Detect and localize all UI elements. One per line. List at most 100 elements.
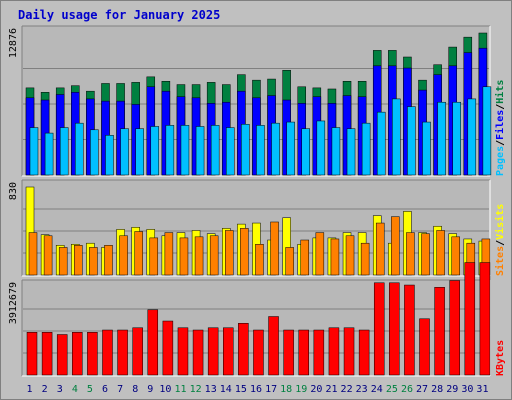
panel-legend: Pages/Files/Hits [494,80,506,176]
bar-pages-day-2 [44,132,54,176]
bar-kbytes-day-13 [207,327,219,376]
day-label-30: 30 [461,384,473,395]
bar-sites-day-19 [300,239,309,276]
day-label-5: 5 [87,384,93,395]
legend-files: Files [494,110,506,140]
bar-pages-day-25 [392,98,401,176]
bar-kbytes-day-29 [449,280,460,376]
bar-pages-day-29 [452,101,461,176]
bar-sites-day-25 [391,216,400,276]
bar-kbytes-day-6 [102,329,113,376]
day-label-7: 7 [117,384,123,395]
bar-sites-day-2 [43,235,53,276]
bar-pages-day-4 [75,122,84,176]
day-label-3: 3 [57,384,63,395]
bar-pages-day-14 [226,127,235,176]
legend-kbytes: KBytes [495,340,506,376]
day-label-17: 17 [265,384,277,395]
panel-kbytes: 3912679 KBytes [8,262,506,377]
bar-kbytes-day-12 [192,329,204,376]
bar-sites-day-28 [436,230,445,276]
bar-pages-day-30 [467,98,477,176]
scale-label: 12876 [8,28,19,58]
bar-sites-day-1 [28,232,38,276]
day-label-15: 15 [235,384,247,395]
bar-sites-day-10 [164,232,174,276]
bar-sites-day-17 [270,221,279,276]
day-label-10: 10 [159,384,171,395]
legend-pages: Pages [495,146,506,176]
bar-pages-day-28 [437,101,446,176]
bar-kbytes-day-14 [223,327,234,376]
day-label-24: 24 [371,384,383,395]
bar-sites-day-14 [225,230,234,276]
day-label-18: 18 [280,384,292,395]
panel-legend: KBytes [495,340,506,376]
day-label-31: 31 [476,384,488,395]
bar-kbytes-day-27 [419,318,430,376]
day-label-29: 29 [446,384,458,395]
bar-pages-day-17 [271,122,280,176]
day-label-28: 28 [431,384,443,395]
bar-kbytes-day-28 [434,287,445,376]
day-label-27: 27 [416,384,428,395]
bar-kbytes-day-23 [358,329,370,376]
bar-pages-day-12 [195,126,205,176]
bar-pages-day-21 [331,127,341,176]
legend-visits: Visits [494,204,506,240]
day-label-1: 1 [27,384,33,395]
panel-visits-sites: 830 Sites/Visits [8,179,506,277]
bar-sites-day-24 [375,222,385,276]
bar-kbytes-day-19 [298,329,309,376]
day-label-14: 14 [220,384,232,395]
bar-pages-day-24 [376,111,386,176]
bar-sites-day-23 [360,242,370,276]
scale-label: 830 [8,182,19,200]
bar-sites-day-18 [285,247,294,276]
bar-sites-day-7 [119,235,128,276]
bar-kbytes-day-2 [41,332,53,376]
bar-sites-day-29 [451,236,460,276]
legend-hits: Hits [494,80,506,104]
day-label-11: 11 [174,384,186,395]
bar-sites-day-26 [406,232,415,276]
bar-pages-day-6 [105,135,114,176]
bar-sites-day-3 [58,247,68,276]
bar-kbytes-day-26 [404,284,415,376]
legend-separator: / [495,140,506,146]
bar-pages-day-23 [361,122,371,176]
bar-pages-day-7 [120,128,129,176]
bar-sites-day-5 [89,247,98,276]
bar-kbytes-day-7 [117,329,128,376]
bar-pages-day-31 [482,86,492,176]
bar-pages-day-3 [59,127,69,176]
chart-title: Daily usage for January 2025 [18,8,220,22]
legend-sites: Sites [494,246,506,276]
bar-pages-day-16 [256,125,265,176]
bar-pages-day-5 [90,129,99,176]
bar-pages-day-18 [286,121,295,176]
bar-kbytes-day-22 [343,327,355,376]
bar-kbytes-day-5 [87,332,98,376]
day-label-9: 9 [147,384,153,395]
day-label-25: 25 [386,384,398,395]
bar-sites-day-21 [330,238,340,276]
bar-kbytes-day-31 [479,262,491,376]
bar-kbytes-day-24 [373,282,385,376]
day-label-6: 6 [102,384,108,395]
legend-separator: / [495,104,506,110]
bar-sites-day-20 [315,232,325,276]
day-label-21: 21 [325,384,337,395]
bar-sites-day-22 [345,235,355,276]
bar-pages-day-13 [210,125,220,176]
day-label-23: 23 [356,384,368,395]
bar-pages-day-27 [422,121,431,176]
bar-pages-day-20 [316,120,326,176]
panel-legend: Sites/Visits [494,204,506,276]
bar-sites-day-8 [134,231,143,276]
bar-pages-day-9 [150,126,160,176]
bar-kbytes-day-20 [313,329,325,376]
